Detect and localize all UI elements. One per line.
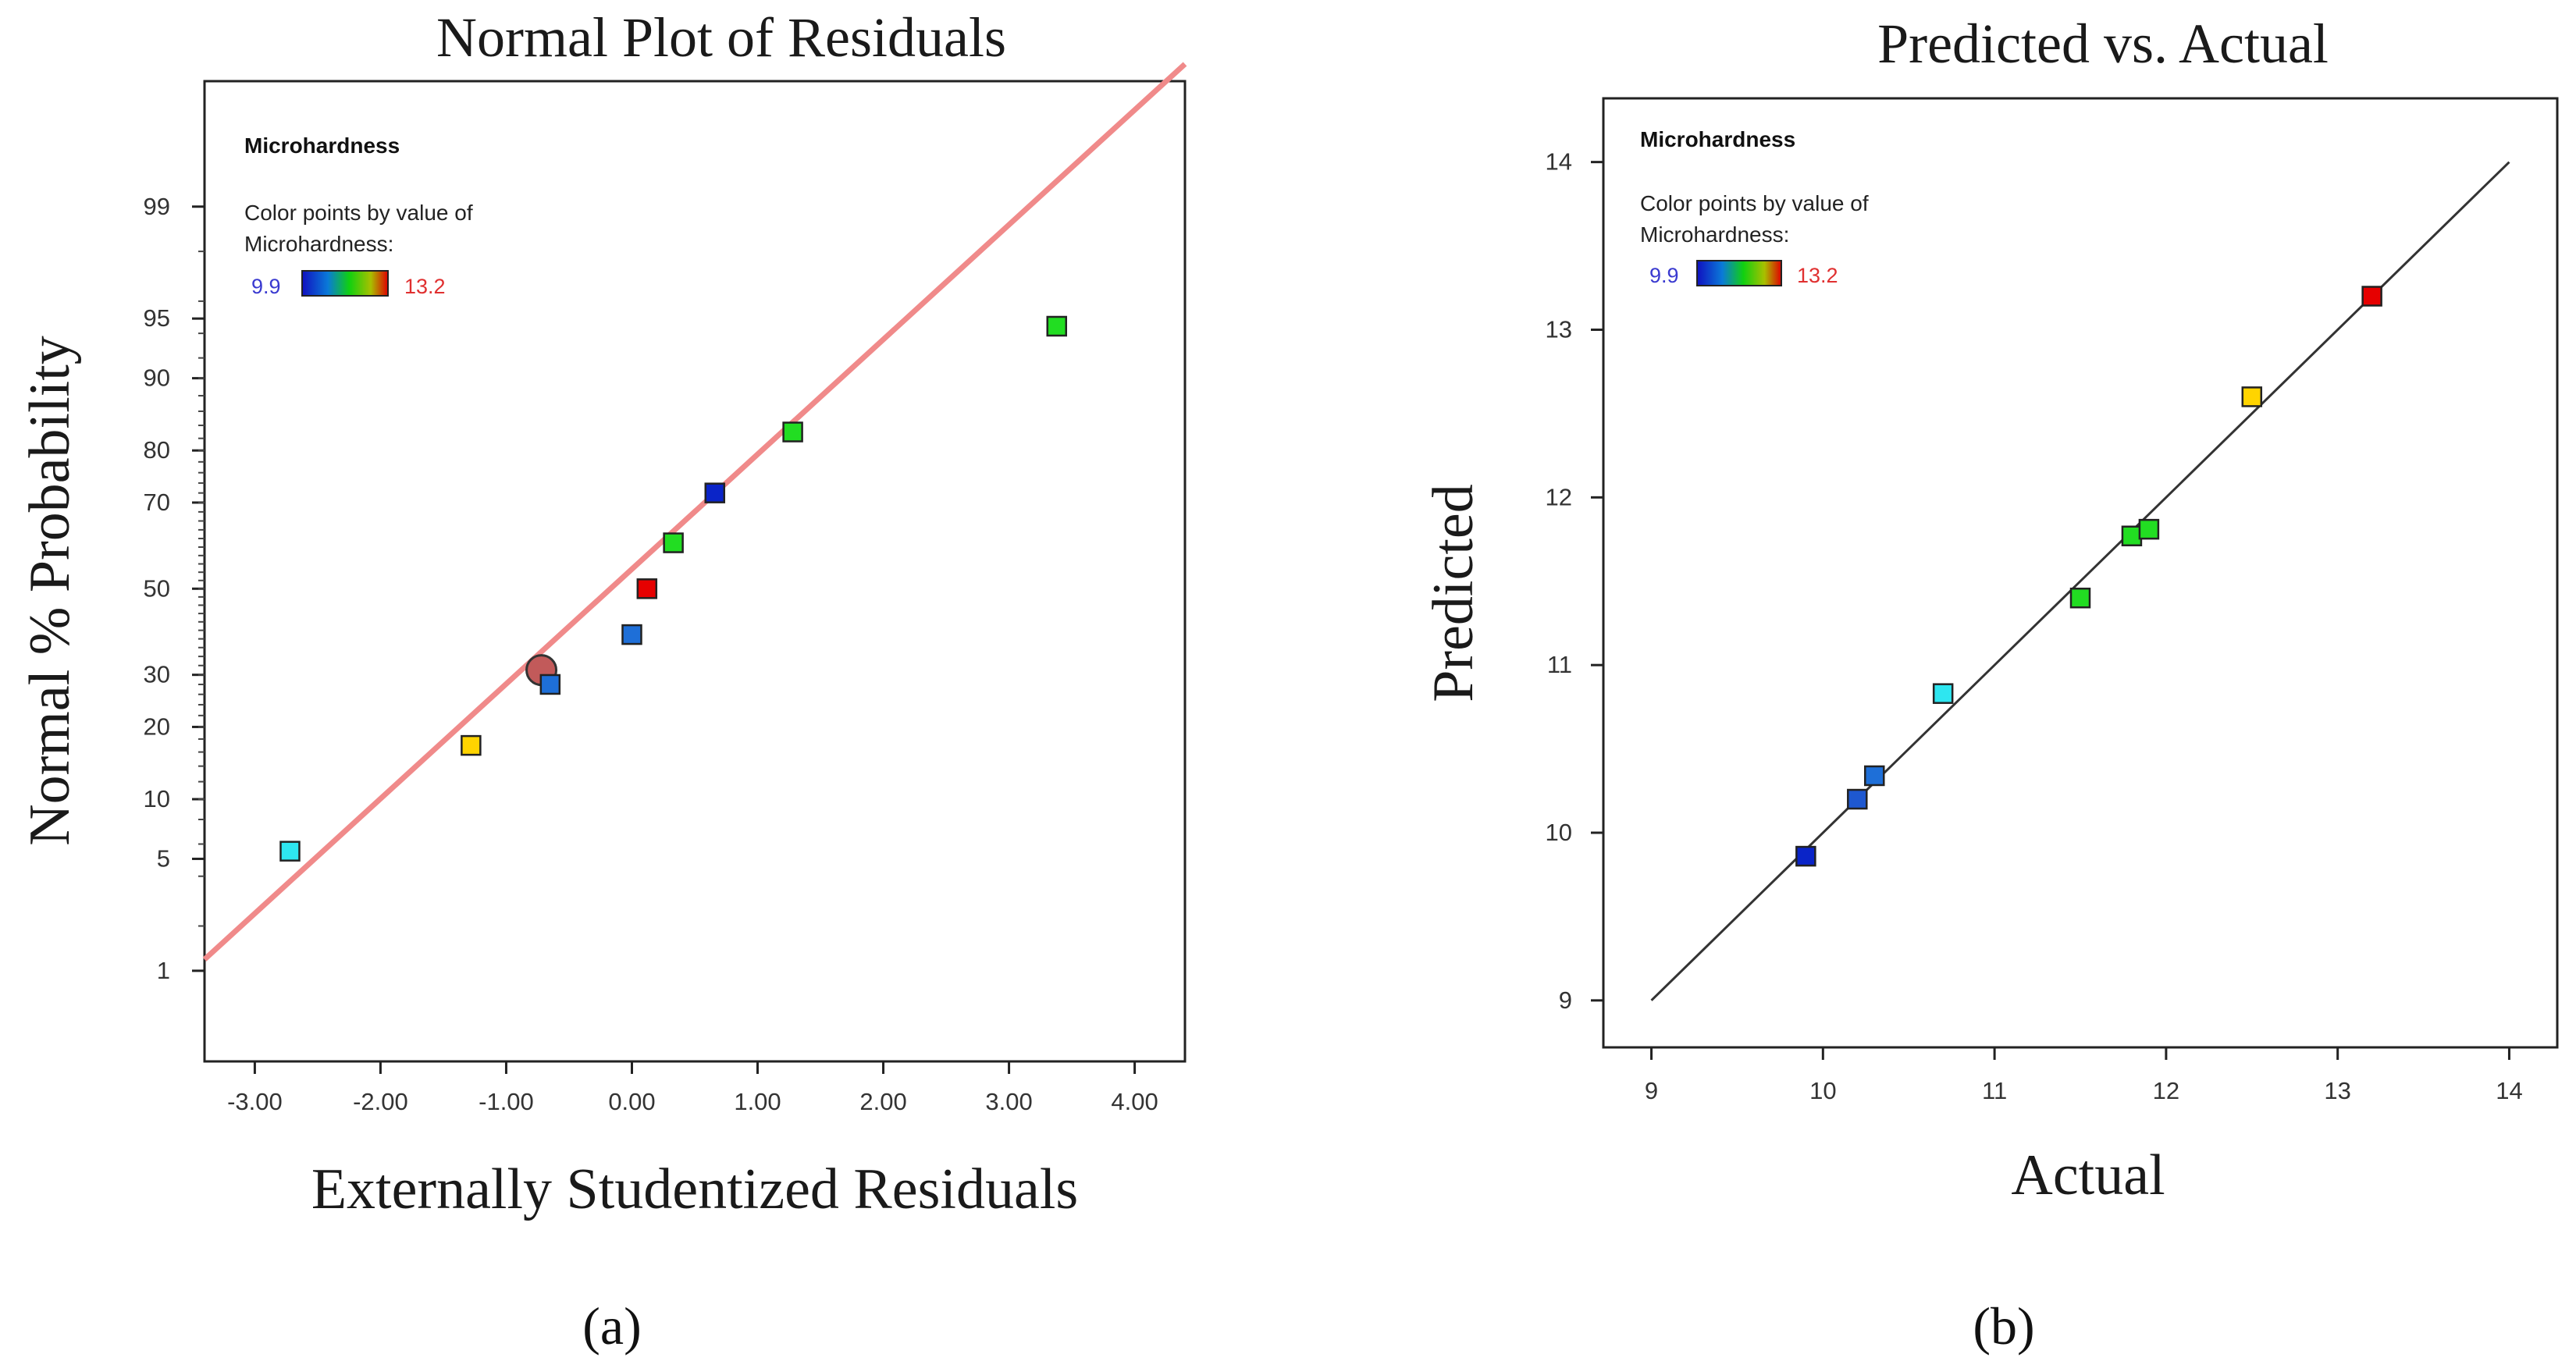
panel-b-label: (b) (1973, 1296, 2034, 1356)
panel-a-y-tick-label: 30 (144, 661, 170, 688)
panel-a-x-tick-label: 3.00 (985, 1088, 1032, 1115)
panel-a-x-axis: -3.00 -2.00 -1.00 0.00 1.00 2.00 3.00 4.00 (227, 1061, 1158, 1115)
panel-a-y-tick-label: 50 (144, 574, 170, 602)
panel-a-y-tick-label: 99 (144, 193, 170, 220)
panel-b-x-tick-label: 13 (2324, 1077, 2350, 1104)
panel-b-y-tick-label: 11 (1547, 651, 1572, 678)
panel-b-legend-max: 13.2 (1797, 264, 1838, 287)
panel-a-point (1046, 315, 1068, 337)
panel-a-x-tick-label: -3.00 (227, 1088, 283, 1115)
panel-a-y-tick-label: 90 (144, 364, 170, 392)
panel-a-minor-ticks (198, 251, 205, 927)
panel-a-y-tick-label: 70 (144, 489, 170, 516)
panel-b-y-axis: 9 10 11 12 13 14 (1546, 148, 1603, 1014)
panel-a-y-tick-label: 80 (144, 436, 170, 464)
panel-a-legend-subtitle: Color points by value of Microhardness: (244, 201, 479, 256)
panel-b-x-axis: 9 10 11 12 13 14 (1645, 1047, 2523, 1104)
panel-b-x-tick-label: 9 (1645, 1077, 1658, 1104)
panel-b-point (2138, 518, 2160, 540)
panel-b-point (1847, 788, 1868, 810)
panel-a-x-tick-label: 1.00 (734, 1088, 781, 1115)
panel-a-x-tick-label: -1.00 (479, 1088, 534, 1115)
panel-a-y-tick-label: 95 (144, 304, 170, 332)
panel-a-legend-max: 13.2 (404, 275, 446, 298)
panel-a-y-axis: 1 5 10 20 30 50 70 80 90 95 99 (144, 193, 205, 984)
panel-b-x-tick-label: 12 (2153, 1077, 2179, 1104)
panel-b-point (1864, 765, 1885, 787)
panel-a-label: (a) (582, 1296, 641, 1356)
panel-a-marks (202, 62, 1187, 962)
panel-b-legend-subtitle: Color points by value of Microhardness: (1640, 191, 1874, 247)
panel-b-y-tick-label: 9 (1559, 986, 1572, 1014)
panel-b-x-tick-label: 14 (2496, 1077, 2522, 1104)
panel-a-legend-colorbar (301, 270, 389, 297)
panel-b-title: Predicted vs. Actual (1877, 12, 2329, 75)
panel-a-point (539, 674, 561, 695)
panel-a-point (704, 482, 726, 503)
panel-a-plot-area (203, 80, 1187, 1063)
panel-a-x-tick-label: 4.00 (1111, 1088, 1158, 1115)
panel-a-x-tick-label: 0.00 (608, 1088, 655, 1115)
panel-b-marks (1650, 161, 2510, 1001)
panel-a-legend: Microhardness Color points by value of M… (244, 133, 479, 298)
panel-a-reference-line (202, 62, 1187, 962)
panel-b-point (2121, 525, 2143, 546)
panel-b-point (1795, 845, 1816, 867)
panel-a-y-tick-label: 1 (157, 957, 170, 984)
panel-b-legend-min: 9.9 (1649, 264, 1679, 287)
panel-a-legend-min: 9.9 (251, 275, 281, 298)
panel-a-x-tick-label: -2.00 (353, 1088, 408, 1115)
panel-b-y-tick-label: 12 (1546, 483, 1572, 510)
panel-a-point (621, 624, 642, 645)
panel-a-y-tick-label: 10 (144, 785, 170, 812)
panel-b-y-tick-label: 10 (1546, 819, 1572, 846)
panel-b-legend-title: Microhardness (1640, 127, 1795, 151)
panel-a: Normal Plot of Residuals -3.00 -2.00 -1.00… (18, 6, 1187, 1356)
panel-b-point (2069, 587, 2091, 609)
panel-a-title: Normal Plot of Residuals (436, 6, 1006, 69)
panel-b-x-tick-label: 11 (1982, 1077, 2007, 1104)
panel-a-y-tick-label: 20 (144, 713, 170, 740)
panel-a-point (461, 734, 482, 756)
panel-a-y-label: Normal % Probability (18, 336, 82, 846)
panel-b-legend: Microhardness Color points by value of M… (1640, 127, 1874, 287)
panel-b-y-tick-label: 13 (1546, 315, 1572, 343)
panel-a-legend-title: Microhardness (244, 133, 400, 158)
panel-b-y-tick-label: 14 (1546, 148, 1572, 176)
panel-a-point (663, 532, 684, 553)
panel-b-point (2241, 386, 2263, 407)
panel-b-y-label: Predicted (1421, 484, 1485, 702)
panel-b-x-label: Actual (2011, 1143, 2165, 1207)
panel-a-x-tick-label: 2.00 (859, 1088, 906, 1115)
panel-a-point (782, 421, 803, 443)
panel-a-point (636, 578, 658, 599)
panel-b-x-tick-label: 10 (1809, 1077, 1836, 1104)
panel-b: Predicted vs. Actual 9 10 11 12 13 14 9 10 11 12… (1421, 12, 2559, 1356)
panel-b-point (2361, 286, 2382, 307)
panel-a-x-label: Externally Studentized Residuals (311, 1157, 1078, 1221)
panel-b-point (1932, 683, 1954, 704)
panel-a-y-tick-label: 5 (157, 844, 170, 872)
panel-b-plot-area (1602, 97, 2559, 1049)
panel-b-legend-colorbar (1696, 260, 1782, 286)
panel-a-point (279, 841, 301, 862)
